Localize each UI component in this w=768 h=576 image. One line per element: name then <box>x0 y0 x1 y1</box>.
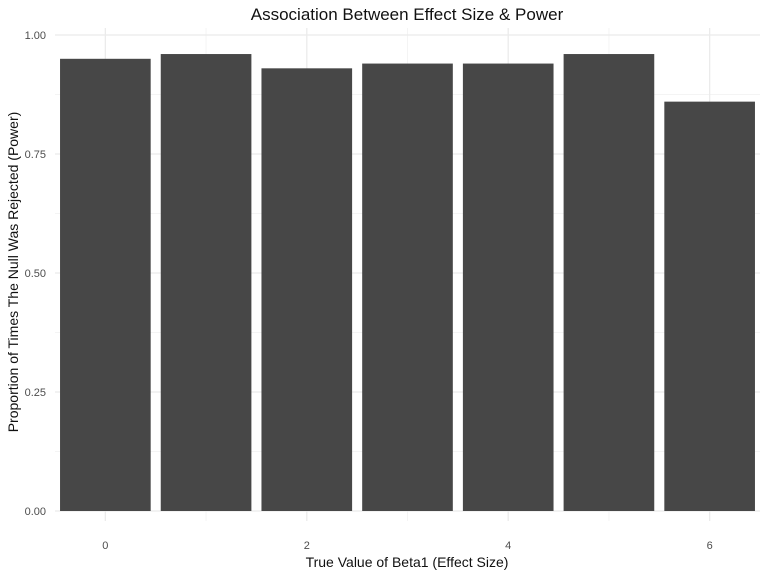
y-tick-label: 0.75 <box>25 149 46 161</box>
bar-3 <box>362 63 453 512</box>
x-tick-label: 2 <box>304 540 310 552</box>
bar-2 <box>261 68 353 511</box>
x-tick-label: 6 <box>707 540 713 552</box>
y-tick-label: 0.00 <box>25 506 46 518</box>
x-tick-label: 4 <box>505 540 511 552</box>
x-axis-ticks: 0 2 4 6 <box>102 540 712 552</box>
bar-0 <box>60 58 151 512</box>
bar-4 <box>462 63 554 512</box>
bars <box>60 54 755 512</box>
bar-1 <box>160 54 252 511</box>
x-axis-title: True Value of Beta1 (Effect Size) <box>306 554 509 570</box>
bar-6 <box>664 101 755 511</box>
y-axis-ticks: 0.00 0.25 0.50 0.75 1.00 <box>25 30 46 518</box>
chart-title: Association Between Effect Size & Power <box>251 5 564 24</box>
y-tick-label: 0.50 <box>25 268 46 280</box>
bar-5 <box>563 54 655 511</box>
x-tick-label: 0 <box>102 540 108 552</box>
y-tick-label: 0.25 <box>25 387 46 399</box>
y-tick-label: 1.00 <box>25 30 46 42</box>
y-axis-title: Proportion of Times The Null Was Rejecte… <box>5 112 21 433</box>
